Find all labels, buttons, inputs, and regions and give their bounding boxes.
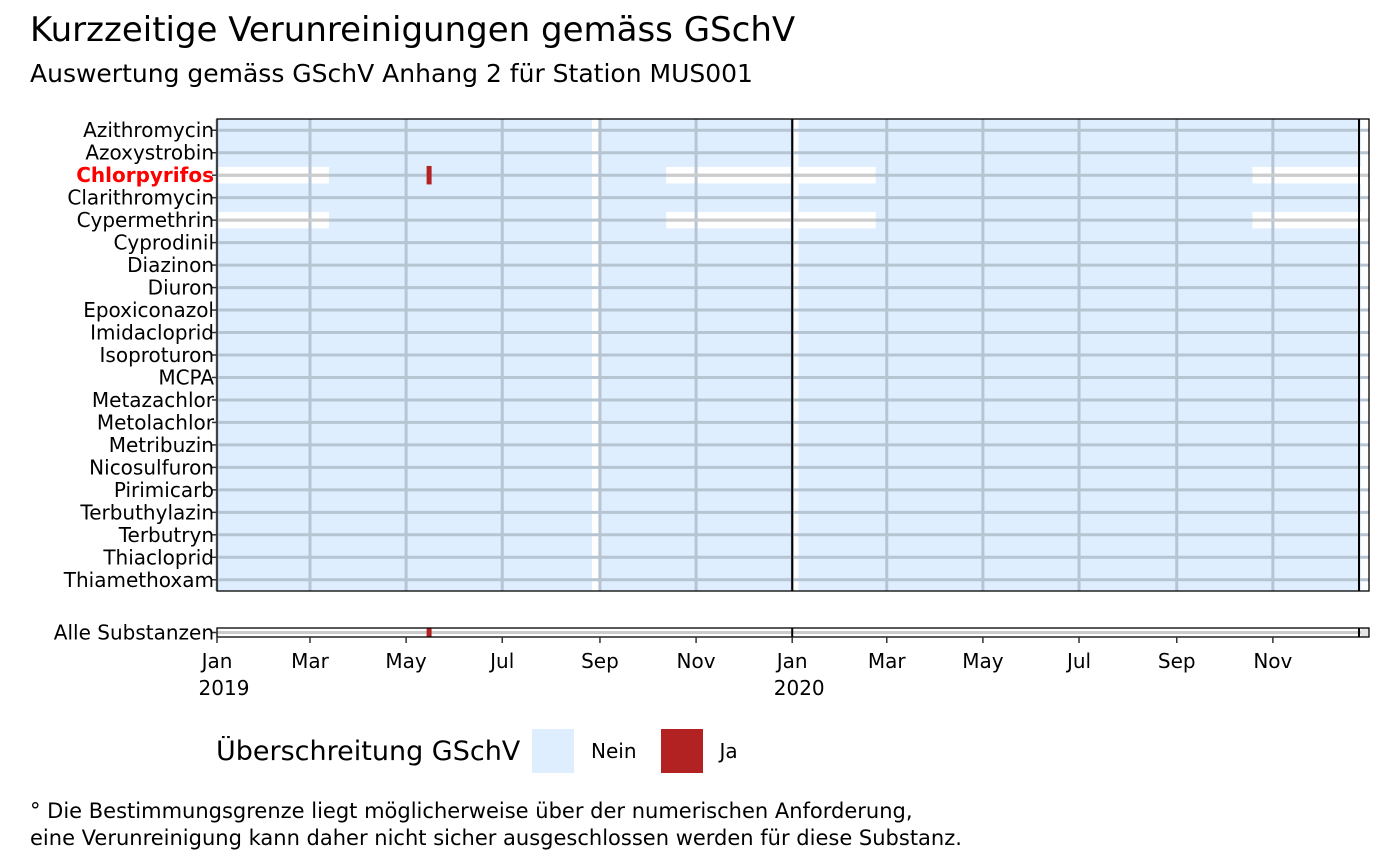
y-tick-label: Azithromycin [83, 118, 214, 142]
y-tick-label: Thiacloprid [102, 545, 214, 569]
legend-key-nein [532, 729, 574, 773]
y-tick-label: Cyprodinil [113, 231, 214, 255]
y-axis: AzithromycinAzoxystrobinChlorpyrifosClar… [63, 118, 217, 592]
summary-panel: Alle Substanzen [54, 621, 1370, 645]
y-tick-label: Metolachlor [97, 410, 215, 434]
y-tick-label: Cypermethrin [77, 208, 214, 232]
summary-label: Alle Substanzen [54, 621, 214, 645]
legend-key-ja [660, 729, 703, 773]
footnote-line-2: eine Verunreinigung kann daher nicht sic… [30, 826, 962, 850]
x-tick-label: Mar [291, 649, 330, 673]
x-tick-label: Sep [581, 649, 619, 673]
y-tick-label: Terbutryn [118, 523, 214, 547]
y-tick-label: Diuron [148, 276, 214, 300]
x-tick-label: Sep [1158, 649, 1196, 673]
y-tick-label: Terbuthylazin [79, 500, 214, 524]
legend-label-nein: Nein [591, 739, 637, 763]
legend-label-ja: Ja [719, 739, 738, 763]
x-axis: Jan 2019 Mar May Jul Sep Nov Jan 2020 Mar May Jul Se… [199, 637, 1293, 700]
chart-title: Kurzzeitige Verunreinigungen gemäss GSch… [30, 10, 796, 50]
y-tick-label: Chlorpyrifos [76, 163, 214, 187]
y-tick-label: Metribuzin [109, 433, 214, 457]
y-tick-label: MCPA [158, 365, 214, 389]
footnote-line-1: ° Die Bestimmungsgrenze liegt möglicherw… [30, 799, 913, 823]
x-tick-label: Nov [677, 649, 716, 673]
x-tick-label: Mar [868, 649, 907, 673]
y-tick-label: Metazachlor [92, 388, 215, 412]
y-tick-label: Clarithromycin [67, 186, 214, 210]
legend-title: Überschreitung GSchV [216, 735, 521, 767]
main-panel [215, 118, 1370, 592]
legend: Überschreitung GSchV Nein Ja [216, 728, 762, 774]
y-tick-label: Imidacloprid [90, 321, 214, 345]
x-tick-label: May [962, 649, 1004, 673]
y-tick-label: Nicosulfuron [89, 455, 214, 479]
y-tick-label: Azoxystrobin [85, 141, 214, 165]
summary-exceedance-mark [426, 628, 432, 637]
x-tick-year-label: 2019 [199, 676, 250, 700]
x-tick-year-label: 2020 [774, 676, 825, 700]
x-tick-label: Nov [1253, 649, 1292, 673]
y-tick-label: Isoproturon [100, 343, 214, 367]
y-tick-label: Diazinon [127, 253, 214, 277]
y-tick-label: Thiamethoxam [63, 568, 214, 592]
x-tick-label: Jul [488, 649, 514, 673]
x-tick-label: May [385, 649, 427, 673]
x-tick-label: Jan [775, 649, 808, 673]
exceedance-mark [426, 165, 432, 185]
x-tick-label: Jul [1065, 649, 1091, 673]
x-tick-label: Jan [200, 649, 233, 673]
summary-no-data [1361, 628, 1369, 637]
y-tick-label: Epoxiconazol [83, 298, 214, 322]
y-tick-label: Pirimicarb [114, 478, 214, 502]
chart-subtitle: Auswertung gemäss GSchV Anhang 2 für Sta… [30, 59, 753, 88]
footnote: ° Die Bestimmungsgrenze liegt möglicherw… [30, 798, 962, 852]
